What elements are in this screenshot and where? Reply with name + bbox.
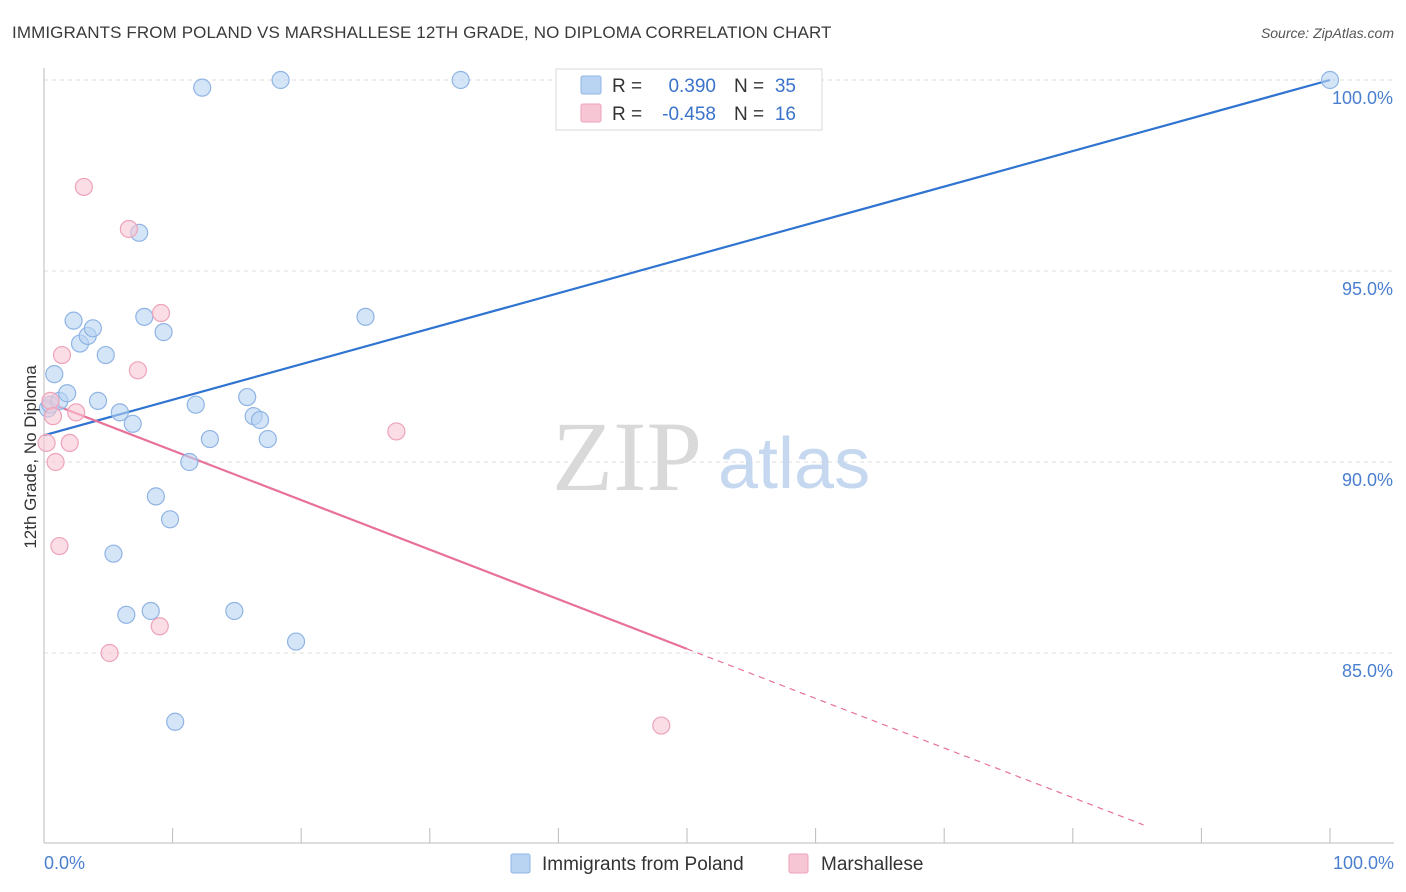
trend-line-marshallese [43, 399, 688, 650]
data-point-poland [286, 632, 306, 651]
grid [44, 79, 1394, 654]
data-point-marshallese [652, 716, 671, 735]
data-point-poland [250, 410, 270, 430]
trend-line-marshallese-extension [686, 648, 1144, 826]
data-point-marshallese [52, 345, 72, 365]
watermark: ZIP atlas [552, 401, 870, 512]
data-point-poland [96, 345, 115, 365]
data-point-marshallese [67, 403, 86, 422]
y-tick-labels: 85.0% 90.0% 95.0% 100.0% [1332, 88, 1393, 681]
data-point-marshallese [46, 452, 65, 472]
series-legend-swatch-marshallese [788, 853, 809, 874]
y-tick-label: 95.0% [1342, 279, 1393, 299]
data-point-poland [451, 70, 470, 90]
data-point-poland [186, 395, 205, 414]
data-point-marshallese [119, 219, 138, 239]
data-point-poland [110, 403, 129, 422]
data-point-poland [88, 391, 108, 410]
data-point-poland [64, 311, 83, 330]
watermark-atlas: atlas [718, 424, 870, 504]
data-point-poland [141, 601, 160, 621]
data-point-poland [123, 414, 142, 433]
data-point-poland [146, 487, 165, 506]
data-point-poland [58, 384, 77, 403]
data-point-poland [258, 429, 277, 449]
series-legend: Immigrants from Poland Marshallese [510, 853, 923, 875]
y-tick-label: 100.0% [1332, 88, 1393, 108]
legend-n-label-marshallese: N = [734, 104, 764, 125]
data-point-poland [180, 452, 199, 472]
data-point-poland [238, 387, 257, 407]
data-point-marshallese [41, 391, 60, 410]
data-point-poland [200, 429, 219, 449]
legend-swatch-poland [580, 75, 602, 95]
data-point-poland [1320, 70, 1340, 90]
data-point-marshallese [43, 407, 63, 426]
watermark-zip: ZIP [552, 401, 702, 512]
data-point-poland [154, 323, 173, 342]
y-tick-label: 85.0% [1342, 661, 1393, 681]
legend-n-label-poland: N = [734, 76, 764, 97]
data-point-poland [166, 712, 185, 731]
data-point-poland [225, 601, 244, 621]
data-point-marshallese [100, 643, 119, 663]
legend-r-value-marshallese: -0.458 [662, 104, 716, 125]
y-axis-label: 12th Grade, No Diploma [21, 365, 40, 549]
data-points [37, 70, 1340, 735]
data-point-marshallese [128, 361, 147, 380]
axes [43, 68, 1394, 844]
correlation-legend: R = 0.390 N = 35 R = -0.458 N = 16 [555, 68, 823, 131]
series-legend-swatch-poland [510, 853, 531, 874]
data-point-poland [193, 78, 212, 97]
legend-n-value-marshallese: 16 [775, 104, 796, 125]
y-tick-label: 90.0% [1342, 470, 1393, 490]
legend-r-value-poland: 0.390 [668, 76, 716, 97]
series-legend-label-marshallese: Marshallese [821, 854, 923, 875]
chart-title: IMMIGRANTS FROM POLAND VS MARSHALLESE 12… [12, 23, 832, 42]
trend-lines [43, 78, 1331, 826]
data-point-marshallese [60, 433, 79, 452]
data-point-poland [160, 510, 180, 529]
data-point-marshallese [50, 536, 69, 556]
x-tick-label-max: 100.0% [1333, 853, 1394, 873]
legend-n-value-poland: 35 [775, 76, 796, 97]
data-point-poland [356, 307, 375, 326]
legend-r-label-poland: R = [612, 76, 642, 97]
data-point-poland [45, 365, 64, 384]
data-point-poland [83, 319, 102, 338]
data-point-marshallese [151, 303, 171, 323]
legend-r-label-marshallese: R = [612, 104, 642, 125]
data-point-marshallese [387, 422, 406, 441]
data-point-marshallese [150, 617, 169, 636]
x-tick-label-min: 0.0% [44, 853, 85, 873]
data-point-poland [135, 307, 154, 326]
source-label: Source: ZipAtlas.com [1260, 25, 1394, 41]
data-point-marshallese [74, 177, 93, 197]
data-point-marshallese [37, 433, 56, 452]
trend-line-poland [43, 78, 1331, 437]
data-point-poland [117, 605, 136, 624]
data-point-poland [104, 544, 123, 563]
legend-swatch-marshallese [580, 103, 602, 123]
series-legend-label-poland: Immigrants from Poland [542, 854, 744, 875]
data-point-poland [271, 70, 290, 90]
